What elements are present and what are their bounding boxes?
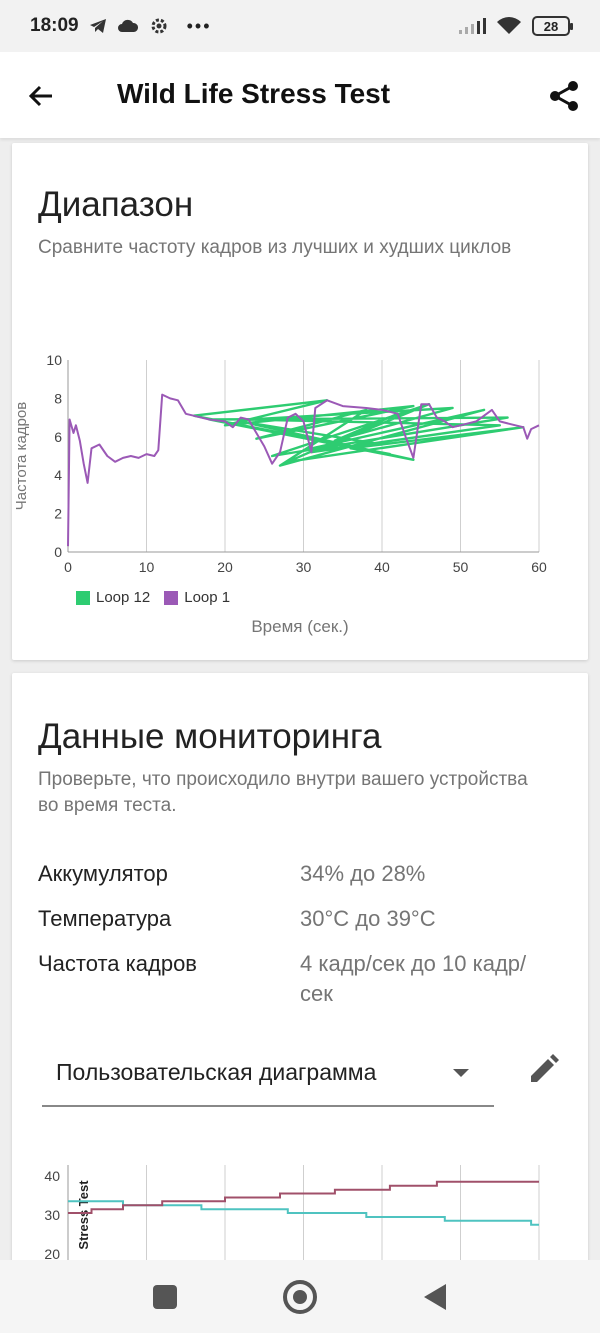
battery-value: 34% до 28% (300, 861, 426, 886)
series-line-loop12 (193, 399, 525, 467)
legend-swatch-loop1 (164, 590, 179, 605)
gear-icon (151, 18, 167, 34)
legend-item-loop12[interactable]: Loop 12 (76, 589, 150, 606)
x-tick-label: 20 (217, 559, 233, 575)
monitoring-title: Данные мониторинга (38, 717, 382, 756)
y-tick-label: 4 (54, 467, 62, 483)
legend-item-loop1[interactable]: Loop 1 (164, 589, 230, 606)
range-card: Диапазон Сравните частоту кадров из лучш… (12, 143, 588, 660)
edit-pencil-icon[interactable] (526, 1053, 560, 1087)
range-title: Диапазон (38, 185, 194, 224)
y-axis-title: Частота кадров (13, 402, 30, 510)
monitoring-card: Данные мониторинга Проверьте, что происх… (12, 673, 588, 1293)
battery-label: Аккумулятор (38, 861, 168, 886)
recents-button[interactable] (153, 1285, 177, 1309)
framerate-value: 4 кадр/сек до 10 кадр/сек (300, 951, 527, 1006)
x-tick-label: 60 (531, 559, 547, 575)
series-line-1 (68, 1180, 539, 1214)
y-tick-label: 6 (54, 429, 62, 445)
status-time: 18:09 (30, 15, 79, 36)
telegram-icon (89, 19, 106, 33)
x-tick-label: 40 (374, 559, 390, 575)
signal-icon (459, 18, 486, 34)
x-tick-label: 0 (64, 559, 72, 575)
chart-x-title: Время (сек.) (251, 617, 349, 636)
legend-label-loop1: Loop 1 (184, 589, 231, 606)
chevron-down-icon (453, 1069, 469, 1077)
framerate-label: Частота кадров (38, 951, 197, 976)
back-arrow-icon[interactable] (26, 80, 58, 112)
home-button[interactable] (283, 1280, 317, 1314)
x-tick-label: 10 (139, 559, 155, 575)
y-tick-label: 0 (54, 544, 62, 560)
battery-icon: 28 (532, 16, 573, 36)
y-tick-label: 30 (44, 1207, 60, 1223)
x-tick-label: 30 (296, 559, 312, 575)
range-chart: 0 10 20 30 40 50 60 0 2 4 6 8 10 Частота кадров (13, 352, 547, 575)
chart-type-select[interactable]: Пользовательская диаграмма (42, 1043, 494, 1107)
y-tick-label: 8 (54, 390, 62, 406)
y-tick-label: 40 (44, 1168, 60, 1184)
more-icon: ••• (186, 15, 212, 36)
share-icon[interactable] (546, 78, 582, 114)
y-tick-label: 20 (44, 1246, 60, 1262)
y-tick-label: 2 (54, 506, 62, 522)
app-bar: Wild Life Stress Test (0, 52, 600, 138)
page-title: Wild Life Stress Test (117, 78, 391, 109)
legend-label-loop12: Loop 12 (96, 589, 151, 606)
y-axis-title: Stress Test (76, 1180, 91, 1250)
chart-type-selected: Пользовательская диаграмма (56, 1059, 377, 1085)
wifi-icon (497, 17, 521, 34)
status-bar: 18:09 ••• 28 (0, 0, 600, 52)
cloud-icon (117, 19, 138, 32)
chart-legend: Loop 12 Loop 1 (76, 589, 230, 606)
series-line-loop1 (67, 393, 540, 547)
temperature-label: Температура (38, 906, 172, 931)
range-subtitle: Сравните частоту кадров из лучших и худш… (38, 237, 512, 258)
monitoring-subtitle: Проверьте, что происходило внутри вашего… (38, 769, 528, 816)
x-tick-label: 50 (453, 559, 469, 575)
system-back-button[interactable] (424, 1284, 446, 1310)
system-nav-bar (0, 1260, 600, 1333)
temperature-value: 30°C до 39°C (300, 906, 436, 931)
y-tick-label: 10 (46, 352, 62, 368)
battery-level: 28 (543, 18, 559, 34)
legend-swatch-loop12 (76, 590, 90, 605)
